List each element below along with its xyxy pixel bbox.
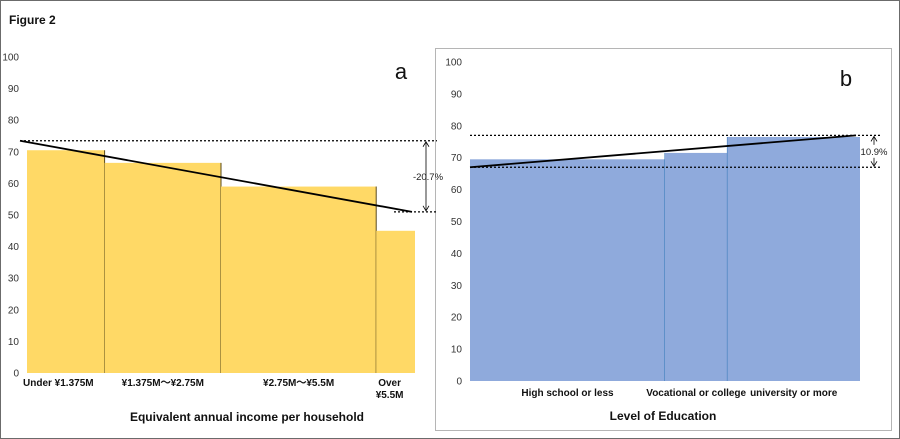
y-tick-label: 20 [451,313,463,324]
category-label: Under ¥1.375M [23,378,94,389]
y-tick-label: 80 [451,121,463,132]
category-label: High school or less [521,388,614,399]
bar [727,136,860,381]
bar [27,150,105,373]
y-tick-label: 100 [445,58,462,69]
panel-letter: b [840,66,852,91]
y-tick-label: 60 [451,185,463,196]
y-tick-label: 0 [456,377,462,388]
bar [104,162,221,373]
category-label: Over [378,378,401,389]
y-tick-label: 60 [8,179,20,190]
y-tick-label: 30 [8,274,20,285]
y-tick-label: 90 [8,84,20,95]
arrow-head-up [422,140,430,147]
y-tick-label: 90 [451,89,463,100]
y-tick-label: 50 [8,211,20,222]
bar [376,230,415,373]
arrow-head-down [422,205,430,212]
category-label: ¥1.375M～¥2.75M [122,378,204,389]
trend-line [19,139,413,213]
figure-title: Figure 2 [9,13,56,27]
trend-line [469,134,857,169]
x-axis-label: Level of Education [610,409,717,423]
y-tick-label: 0 [13,369,19,380]
category-label: university or more [750,388,838,399]
annotation-bg [861,144,887,158]
arrow-head-up [870,135,878,142]
y-tick-label: 30 [451,281,463,292]
panel-letter: a [395,59,408,84]
arrow-head-down [870,161,878,168]
y-tick-label: 10 [451,345,463,356]
y-tick-label: 50 [451,217,463,228]
y-tick-label: 70 [8,147,20,158]
y-tick-label: 80 [8,116,20,127]
category-label: ¥5.5M [376,390,404,401]
y-tick-label: 40 [451,249,463,260]
bar [221,186,377,373]
difference-annotation: 10.9% [861,147,888,158]
y-tick-label: 40 [8,242,20,253]
y-tick-label: 100 [2,53,19,64]
category-label: Vocational or college [646,388,746,399]
bar [665,152,728,381]
y-tick-label: 20 [8,305,20,316]
difference-annotation: -20.7% [413,172,444,183]
y-tick-label: 70 [451,153,463,164]
bar [470,159,665,381]
x-axis-label: Equivalent annual income per household [130,410,364,424]
category-label: ¥2.75M～¥5.5M [263,378,334,389]
y-tick-label: 10 [8,337,20,348]
